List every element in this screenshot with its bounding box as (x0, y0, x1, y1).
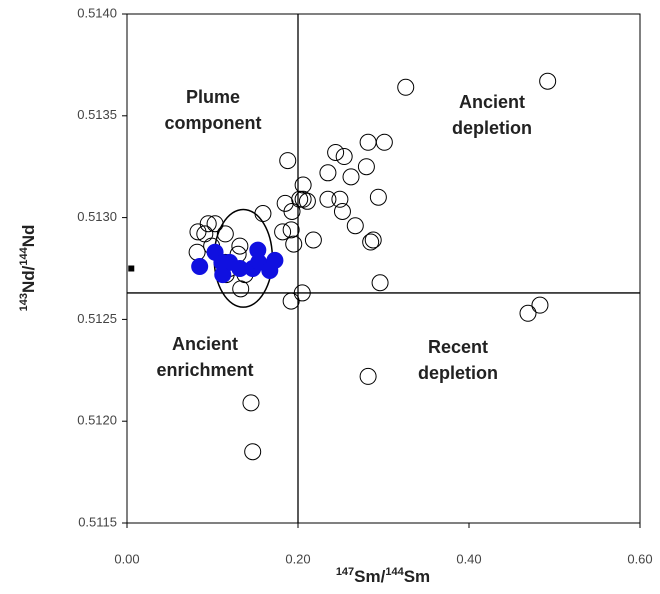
annotation: depletion (452, 118, 532, 138)
point (294, 190, 312, 208)
y-tick-label: 0.5130 (77, 209, 117, 224)
point (319, 164, 337, 182)
point (359, 133, 377, 151)
point (128, 265, 135, 272)
point (331, 190, 349, 208)
annotation: depletion (418, 363, 498, 383)
point (213, 253, 231, 271)
point (342, 168, 360, 186)
y-tick-label: 0.5125 (77, 311, 117, 326)
point (357, 158, 375, 176)
point (364, 231, 382, 249)
y-tick-label: 0.5135 (77, 107, 117, 122)
point (206, 215, 224, 233)
point (397, 78, 415, 96)
point (191, 257, 209, 275)
point (346, 217, 364, 235)
point (199, 215, 217, 233)
point (369, 188, 387, 206)
point (371, 274, 389, 292)
y-axis-label: 143Nd/144Nd (18, 225, 39, 312)
point (285, 235, 303, 253)
annotation: component (165, 113, 262, 133)
x-axis-label: 147Sm/144Sm (336, 566, 430, 587)
plot-frame (126, 13, 641, 524)
point (333, 202, 351, 220)
point (294, 176, 312, 194)
point (216, 225, 234, 243)
annotation: Ancient (172, 334, 238, 354)
point (319, 190, 337, 208)
point (279, 152, 297, 170)
point (291, 190, 309, 208)
point (531, 296, 549, 314)
x-tick-label: 0.60 (627, 551, 652, 566)
y-label-part: 143 (18, 293, 30, 311)
point (283, 202, 301, 220)
y-tick-label: 0.5115 (78, 514, 117, 529)
y-tick-label: 0.5120 (77, 413, 117, 428)
annotation: enrichment (156, 360, 253, 380)
point (231, 237, 249, 255)
annotation: Recent (428, 337, 488, 357)
x-tick-label: 0.40 (456, 551, 481, 566)
annotation: Ancient (459, 92, 525, 112)
point (282, 292, 300, 310)
point (244, 443, 262, 461)
x-tick-label: 0.00 (114, 551, 139, 566)
point (335, 148, 353, 166)
point (282, 221, 300, 239)
y-label-part: Nd (19, 225, 38, 248)
point (362, 233, 380, 251)
point (359, 367, 377, 385)
point (327, 143, 345, 161)
x-tick-label: 0.20 (285, 551, 310, 566)
point (304, 231, 322, 249)
point (375, 133, 393, 151)
point (274, 223, 292, 241)
point (188, 243, 206, 261)
point (293, 284, 311, 302)
x-label-part: 144 (385, 566, 404, 578)
point (232, 280, 250, 298)
point (539, 72, 557, 90)
y-label-part: 144 (18, 246, 30, 265)
x-label-part: 147 (336, 566, 354, 578)
x-label-part: Sm (404, 567, 430, 586)
point (266, 251, 284, 269)
point (298, 192, 316, 210)
y-label-part: Nd/ (19, 265, 38, 293)
point (242, 394, 260, 412)
point (254, 205, 272, 223)
x-label-part: Sm/ (354, 567, 385, 586)
point (519, 304, 537, 322)
annotation: Plume (186, 87, 240, 107)
y-tick-label: 0.5140 (77, 5, 117, 20)
